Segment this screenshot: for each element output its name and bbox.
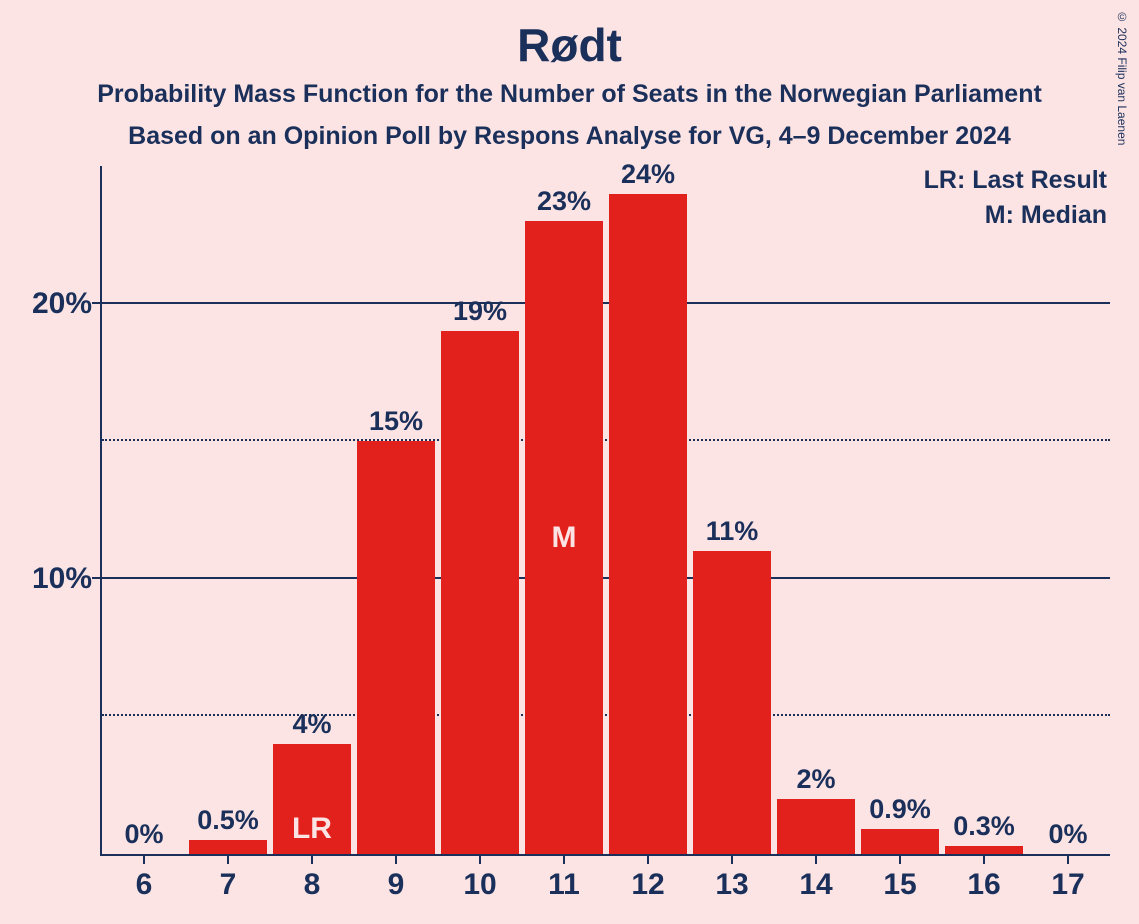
bar-value-label: 2% bbox=[796, 764, 835, 799]
bar-slot: 24%12 bbox=[606, 166, 690, 854]
bar: 19% bbox=[441, 331, 520, 854]
bar-value-label: 0% bbox=[124, 819, 163, 854]
x-tick bbox=[647, 854, 649, 864]
x-tick bbox=[395, 854, 397, 864]
chart-title: Rødt bbox=[0, 18, 1139, 72]
bar-slot: 15%9 bbox=[354, 166, 438, 854]
bar: 15% bbox=[357, 441, 436, 854]
bar-slot: 11%13 bbox=[690, 166, 774, 854]
bar-value-label: 0% bbox=[1048, 819, 1087, 854]
bar-value-label: 24% bbox=[621, 159, 675, 194]
plot-area: 10%20%0%60.5%74%LR815%919%1023%M1124%121… bbox=[100, 166, 1110, 856]
bar-inner-label: LR bbox=[292, 812, 332, 846]
bar-inner-label: M bbox=[551, 521, 576, 555]
x-tick bbox=[143, 854, 145, 864]
bar-value-label: 0.3% bbox=[953, 811, 1015, 846]
x-tick bbox=[1067, 854, 1069, 864]
x-tick bbox=[479, 854, 481, 864]
y-tick bbox=[92, 577, 102, 579]
x-tick bbox=[899, 854, 901, 864]
bar: 23%M bbox=[525, 221, 604, 854]
bar-slot: 4%LR8 bbox=[270, 166, 354, 854]
bar-value-label: 0.5% bbox=[197, 805, 259, 840]
bar: 4%LR bbox=[273, 744, 352, 854]
x-tick bbox=[731, 854, 733, 864]
bar-slot: 0.5%7 bbox=[186, 166, 270, 854]
y-axis-label: 20% bbox=[32, 287, 102, 321]
x-tick bbox=[227, 854, 229, 864]
x-tick bbox=[563, 854, 565, 864]
bar-slot: 0.3%16 bbox=[942, 166, 1026, 854]
copyright-text: © 2024 Filip van Laenen bbox=[1115, 10, 1129, 145]
x-tick bbox=[311, 854, 313, 864]
bar: 24% bbox=[609, 194, 688, 854]
bar-slot: 23%M11 bbox=[522, 166, 606, 854]
chart-subtitle-1: Probability Mass Function for the Number… bbox=[0, 80, 1139, 109]
bar: 11% bbox=[693, 551, 772, 854]
bar-slot: 0%17 bbox=[1026, 166, 1110, 854]
y-tick bbox=[92, 302, 102, 304]
bar-value-label: 19% bbox=[453, 296, 507, 331]
bar-slot: 2%14 bbox=[774, 166, 858, 854]
x-tick bbox=[983, 854, 985, 864]
chart-subtitle-2: Based on an Opinion Poll by Respons Anal… bbox=[0, 122, 1139, 151]
bar: 0.3% bbox=[945, 846, 1024, 854]
y-axis-label: 10% bbox=[32, 562, 102, 596]
bar-value-label: 23% bbox=[537, 186, 591, 221]
bars-container: 0%60.5%74%LR815%919%1023%M1124%1211%132%… bbox=[102, 166, 1110, 854]
bar-value-label: 15% bbox=[369, 406, 423, 441]
x-tick bbox=[815, 854, 817, 864]
bar: 0.5% bbox=[189, 840, 268, 854]
bar-value-label: 11% bbox=[706, 516, 759, 551]
bar-value-label: 4% bbox=[292, 709, 331, 744]
bar-slot: 19%10 bbox=[438, 166, 522, 854]
bar-slot: 0%6 bbox=[102, 166, 186, 854]
bar-value-label: 0.9% bbox=[869, 794, 931, 829]
bar: 2% bbox=[777, 799, 856, 854]
bar-slot: 0.9%15 bbox=[858, 166, 942, 854]
bar: 0.9% bbox=[861, 829, 940, 854]
